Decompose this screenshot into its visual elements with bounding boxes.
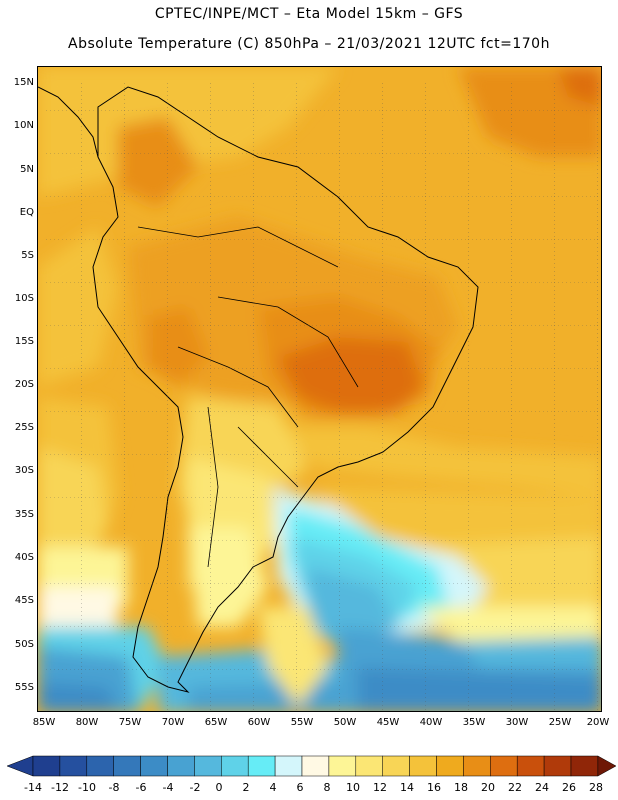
colorbar-cell [301,755,330,777]
colorbar-cell [409,755,437,777]
colorbar-cell [570,755,599,777]
lon-label-40w: 40W [419,717,443,728]
title-line-2: Absolute Temperature (C) 850hPa – 21/03/… [68,36,550,52]
colorbar-label: 10 [346,781,360,794]
colorbar-cell [167,755,195,777]
colorbar-cell [543,755,572,777]
colorbar-label: -10 [78,781,96,794]
colorbar-cell [328,755,357,777]
lon-label-20w: 20W [586,717,610,728]
colorbar-label: -8 [108,781,120,794]
lon-label-75w: 75W [118,717,142,728]
colorbar-label: -12 [51,781,69,794]
lat-label-10s: 10S [14,293,34,304]
colorbar-label: 14 [400,781,414,794]
colorbar-cell [32,755,61,777]
lat-label-40s: 40S [14,552,34,563]
colorbar-arrow-low [6,755,34,777]
lon-label-70w: 70W [161,717,185,728]
colorbar-arrow-high [597,755,617,777]
lat-label-30s: 30S [14,465,34,476]
lat-label-20s: 20S [14,379,34,390]
colorbar-cell [59,755,88,777]
lat-label-35s: 35S [14,509,34,520]
colorbar-cell [274,755,303,777]
title-line-1: CPTEC/INPE/MCT – Eta Model 15km – GFS [154,6,464,22]
colorbar-label: 18 [454,781,468,794]
temperature-map[interactable] [37,66,602,712]
colorbar-label: -14 [24,781,42,794]
colorbar-cell [463,755,491,777]
colorbar-label: 12 [373,781,387,794]
lon-label-45w: 45W [376,717,400,728]
colorbar-cell [355,755,383,777]
colorbar-label: 4 [269,781,277,794]
map-canvas [38,67,601,711]
lon-label-55w: 55W [290,717,314,728]
lat-label-50s: 50S [14,639,34,650]
colorbar-cell [86,755,114,777]
colorbar-label: 24 [535,781,549,794]
lon-label-25w: 25W [548,717,572,728]
lat-label-15s: 15S [14,336,34,347]
colorbar-label: -2 [189,781,201,794]
colorbar-label: 6 [296,781,304,794]
lon-label-60w: 60W [247,717,271,728]
colorbar-label: 20 [481,781,495,794]
colorbar [6,755,617,777]
lon-label-80w: 80W [75,717,99,728]
lat-label-15n: 15N [13,77,34,88]
lon-label-50w: 50W [333,717,357,728]
colorbar-label: -4 [162,781,174,794]
lon-label-35w: 35W [462,717,486,728]
lat-label-5s: 5S [21,250,34,261]
colorbar-label: 28 [589,781,603,794]
lon-label-65w: 65W [204,717,228,728]
lat-lon-grid [46,82,601,711]
lat-label-10n: 10N [13,120,34,131]
colorbar-cell [247,755,276,777]
colorbar-cell [490,755,518,777]
colorbar-label: 2 [242,781,250,794]
colorbar-label: 16 [427,781,441,794]
colorbar-label: 22 [508,781,522,794]
lat-label-25s: 25S [14,422,34,433]
colorbar-cell [194,755,222,777]
colorbar-label: 0 [215,781,223,794]
colorbar-cell [382,755,410,777]
colorbar-cell [140,755,168,777]
lat-label-55s: 55S [14,682,34,693]
lon-label-85w: 85W [32,717,56,728]
colorbar-cell [221,755,249,777]
lat-label-5n: 5N [20,164,34,175]
lat-label-45s: 45S [14,595,34,606]
lat-label-eq: EQ [19,207,34,218]
colorbar-cell [516,755,545,777]
colorbar-label: 8 [323,781,331,794]
colorbar-cell [113,755,141,777]
colorbar-label: 26 [562,781,576,794]
colorbar-cell [436,755,464,777]
lon-label-30w: 30W [505,717,529,728]
colorbar-label: -6 [135,781,147,794]
